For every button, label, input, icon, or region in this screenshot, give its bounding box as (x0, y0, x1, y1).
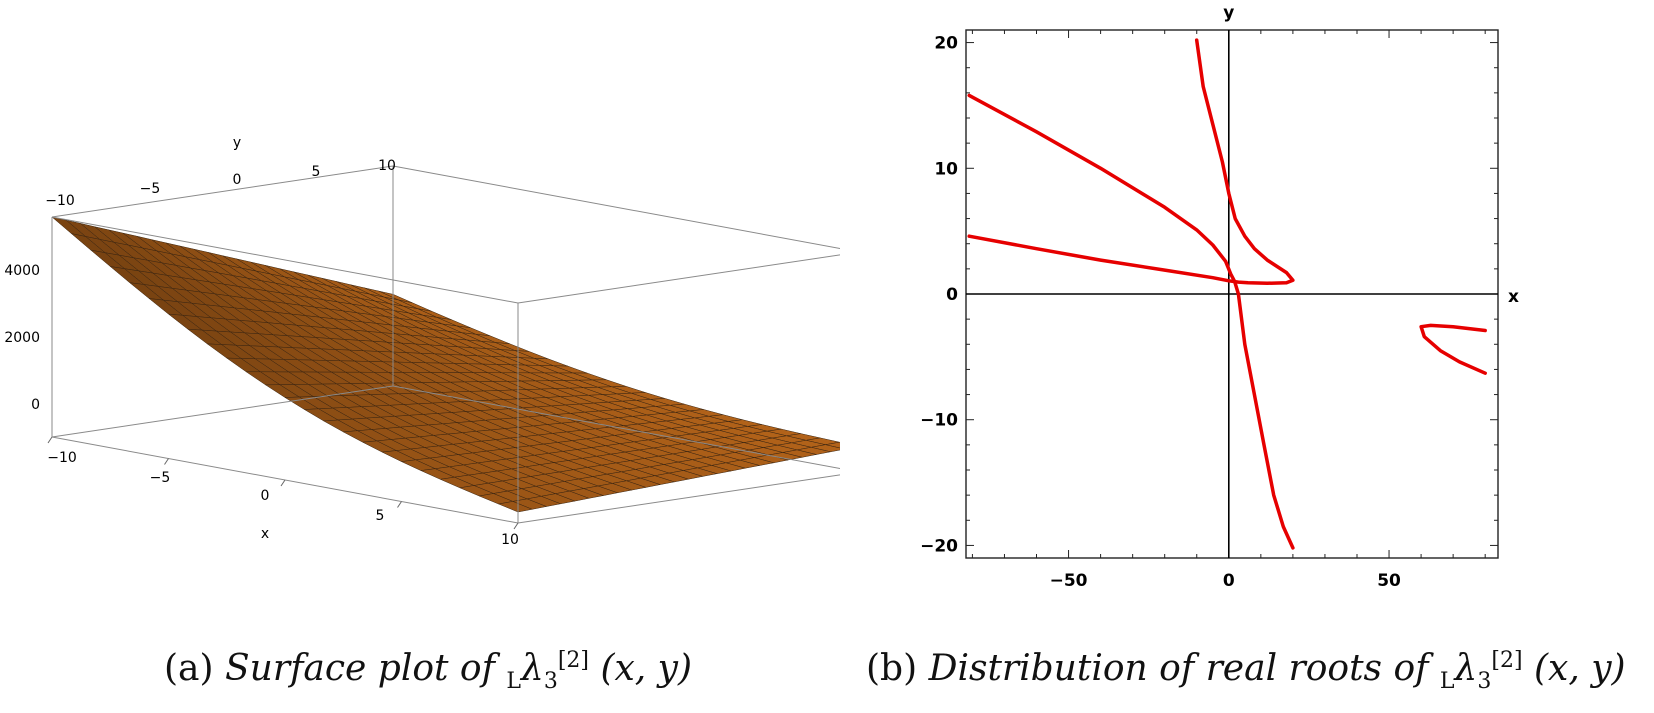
box-edge (517, 254, 840, 304)
caption-b-label: (b) (866, 648, 918, 689)
y-axis-title: y (1223, 3, 1234, 23)
y-tick-label: 0 (946, 285, 958, 305)
x-tick-mark (280, 479, 286, 487)
box-edge (51, 385, 394, 438)
math-sub: 3 (1477, 669, 1492, 695)
y-tick-label: 10 (934, 159, 958, 179)
x-tick-label: −5 (150, 470, 171, 486)
z-tick-label: 2000 (4, 330, 40, 346)
root-curves (967, 38, 1487, 550)
y-tick-label: −5 (140, 181, 161, 197)
axis-x-labels: −10 −5 0 5 10 x (47, 450, 519, 548)
y-tick-label: 20 (934, 34, 958, 54)
caption-a-text: Surface plot of (225, 648, 495, 689)
box-edge (517, 474, 840, 524)
plot-frame (965, 29, 1499, 559)
math-sup: [2] (1491, 648, 1523, 673)
caption-a-label: (a) (164, 648, 214, 689)
math-args: (x, y) (1533, 648, 1626, 689)
box-edge (392, 385, 840, 470)
math-symbol: λ (520, 648, 544, 689)
y-tick-label: −10 (45, 193, 75, 209)
y-tick-label: −20 (920, 536, 958, 556)
x-axis-title: x (1508, 287, 1519, 307)
y-tick-label: −10 (920, 411, 958, 431)
caption-b-text: Distribution of real roots of (928, 648, 1429, 689)
box-edge (51, 216, 519, 304)
math-sub: 3 (543, 669, 558, 695)
bounding-box (47, 165, 840, 530)
axis-y-labels: −10 −5 0 5 10 y (45, 135, 396, 209)
x-tick-label: −50 (1050, 571, 1088, 591)
y-tick-labels: 20 10 0 −10 −20 (920, 34, 958, 557)
x-tick-label: 10 (501, 532, 519, 548)
surface-mesh (51, 216, 840, 513)
frame-ticks (966, 30, 1498, 558)
caption-a-math: Lλ3[2] (x, y) (506, 648, 693, 693)
y-tick-label: 10 (378, 158, 396, 174)
x-tick-mark (397, 501, 402, 508)
x-tick-mark (47, 436, 53, 444)
x-tick-label: 0 (1223, 571, 1235, 591)
x-tick-mark (164, 458, 169, 465)
x-tick-label: 0 (261, 488, 270, 504)
caption-b: (b) Distribution of real roots of Lλ3[2]… (866, 650, 1626, 693)
y-tick-label: 5 (312, 164, 321, 180)
x-axis-title: x (261, 526, 269, 542)
math-prefix: L (506, 669, 521, 695)
x-tick-label: 5 (376, 508, 385, 524)
x-tick-label: −10 (47, 450, 77, 466)
x-tick-mark (513, 522, 519, 530)
math-args: (x, y) (600, 648, 693, 689)
surface-plot-a: −10 −5 0 5 10 y 4000 2000 0 −10 −5 0 5 1… (4, 135, 840, 548)
caption-a: (a) Surface plot of Lλ3[2] (x, y) (164, 650, 692, 693)
box-edge (392, 165, 840, 250)
y-axis-title: y (233, 135, 241, 151)
box-edge (51, 165, 394, 218)
axis-z-labels: 4000 2000 0 (4, 263, 40, 413)
x-tick-labels: −50 0 50 (1050, 571, 1401, 591)
root-curve (967, 38, 1295, 286)
root-curve (1419, 323, 1487, 375)
z-tick-label: 0 (31, 397, 40, 413)
caption-b-math: Lλ3[2] (x, y) (1440, 648, 1626, 693)
x-tick-label: 50 (1377, 571, 1401, 591)
y-tick-label: 0 (233, 172, 242, 188)
math-symbol: λ (1454, 648, 1478, 689)
surface-cell (497, 501, 534, 513)
math-sup: [2] (557, 648, 589, 673)
z-tick-label: 4000 (4, 263, 40, 279)
root-curve (967, 93, 1295, 550)
math-prefix: L (1439, 669, 1455, 695)
